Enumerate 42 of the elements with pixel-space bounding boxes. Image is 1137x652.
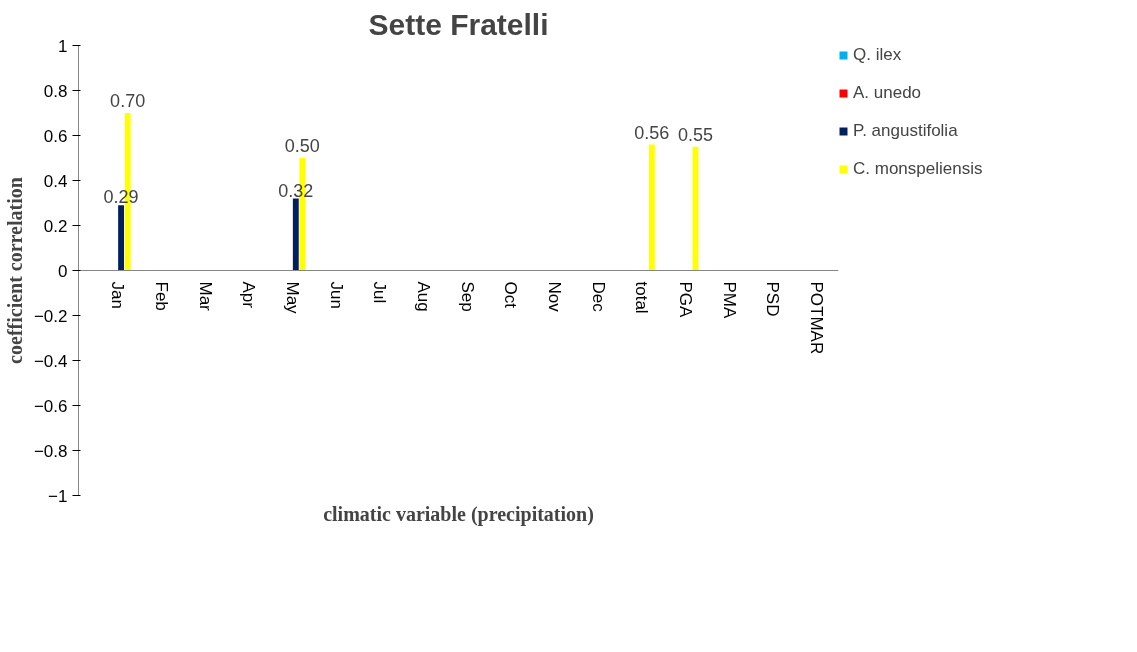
x-tick-label: Sep <box>457 281 477 312</box>
legend-label: P. angustifolia <box>853 121 958 141</box>
y-tick-label: −0.6 <box>33 396 68 416</box>
y-tick-label: 0.6 <box>43 126 68 146</box>
x-tick-label: POTMAR <box>807 281 827 355</box>
x-tick-label: total <box>632 281 652 314</box>
bar <box>292 198 299 271</box>
legend-label: C. monspeliensis <box>853 159 983 179</box>
y-tick-label: −0.2 <box>33 306 68 326</box>
x-tick-label: Jun <box>326 281 346 309</box>
y-tick-label: 0.4 <box>43 171 68 191</box>
data-label: 0.50 <box>284 136 320 156</box>
y-tick-label: 0 <box>58 261 68 281</box>
x-tick-label: Jan <box>108 281 128 309</box>
data-label: 0.56 <box>634 122 670 143</box>
x-tick-label: Jul <box>370 281 390 304</box>
y-tick-label: −0.4 <box>33 351 68 371</box>
x-tick-label: May <box>283 281 303 315</box>
chart-title: Sette Fratelli <box>368 7 549 41</box>
x-tick-label: PSD <box>763 281 783 317</box>
x-tick-label: Apr <box>239 281 259 309</box>
y-tick-label: 1 <box>58 36 68 56</box>
x-tick-label: PGA <box>676 281 696 319</box>
y-axis-title: coefficient correlation <box>3 177 26 364</box>
x-tick-label: Aug <box>414 281 434 312</box>
legend-label: A. unedo <box>853 83 922 103</box>
data-label: 0.70 <box>110 91 146 111</box>
y-tick-label: 0.8 <box>43 81 68 101</box>
y-tick-label: −0.8 <box>33 441 68 461</box>
x-tick-label: PMA <box>719 281 739 319</box>
y-tick-label: −1 <box>48 486 68 506</box>
y-tick-label: 0.2 <box>43 216 68 236</box>
legend-label: Q. ilex <box>853 45 902 65</box>
x-tick-label: Oct <box>501 281 521 309</box>
x-tick-label: Dec <box>588 281 608 313</box>
x-tick-label: Feb <box>151 281 171 311</box>
x-tick-label: Mar <box>195 281 215 312</box>
x-tick-label: Nov <box>545 281 565 313</box>
bar <box>118 205 125 271</box>
data-label: 0.55 <box>677 124 713 145</box>
bar <box>648 144 655 271</box>
x-axis-title: climatic variable (precipitation) <box>323 502 594 526</box>
